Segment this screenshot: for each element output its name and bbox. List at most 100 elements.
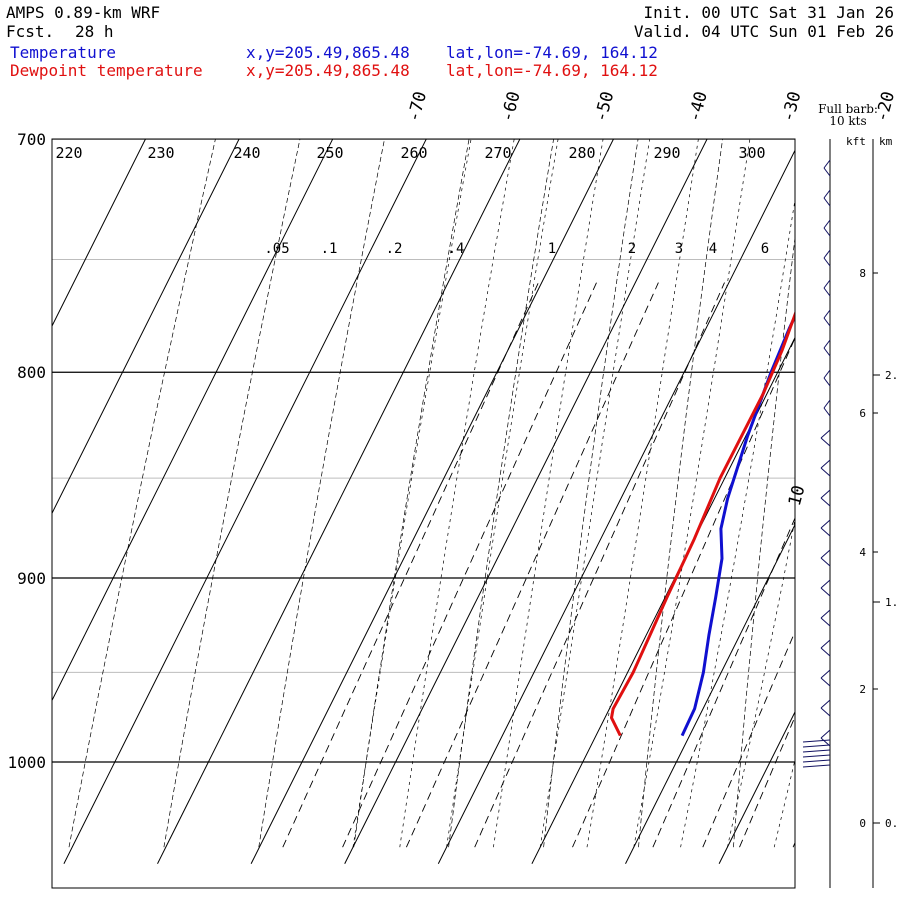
wind-barb — [820, 557, 831, 567]
isotherm — [52, 139, 240, 515]
moist-adiabat — [493, 139, 604, 848]
mixing-ratio-line — [282, 282, 539, 848]
moist-adiabat — [821, 0, 900, 847]
wind-barb — [820, 489, 831, 499]
mixing-ratio-line — [792, 841, 795, 848]
init-time: Init. 00 UTC Sat 31 Jan 26 — [643, 3, 894, 22]
wind-barb — [823, 317, 831, 327]
barb-legend-line1: Full barb: — [818, 102, 878, 116]
temperature-tick-label: -50 — [591, 89, 618, 124]
temperature-tick-label: -20 — [872, 89, 899, 124]
wind-barb — [820, 579, 831, 589]
forecast-label: Fcst. — [6, 22, 55, 41]
isotherm — [52, 139, 147, 328]
dry-adiabat — [163, 139, 301, 848]
wind-barb — [802, 739, 831, 743]
height-km-label: 1. — [885, 596, 898, 609]
wind-barb — [802, 759, 831, 763]
wind-barb — [823, 347, 831, 357]
mixing-ratio-label: .2 — [386, 241, 403, 257]
dry-adiabat — [638, 139, 723, 848]
wind-barb — [823, 249, 831, 259]
wind-barb — [820, 617, 831, 627]
wind-barb — [823, 407, 831, 417]
mixing-ratio-label: .4 — [448, 241, 465, 257]
mixing-ratio-label: 1 — [548, 241, 556, 257]
dry-adiabat — [258, 139, 385, 848]
wind-barb — [820, 729, 831, 739]
height-kft-label: 0 — [859, 817, 866, 830]
theta-label: 250 — [316, 144, 343, 162]
wind-barb — [820, 459, 831, 469]
theta-label: 260 — [400, 144, 427, 162]
wind-barb — [802, 764, 831, 768]
theta-label: 270 — [484, 144, 511, 162]
height-kft-label: 8 — [859, 267, 866, 280]
mixing-ratio-line — [474, 282, 725, 848]
height-km-label: 0. — [885, 817, 898, 830]
theta-label: 230 — [147, 144, 174, 162]
theta-label: 290 — [653, 144, 680, 162]
forecast-hour: 28 h — [75, 22, 114, 41]
height-axis-kft-label: kft — [846, 135, 866, 148]
wind-barb — [820, 677, 831, 687]
moist-adiabat — [773, 758, 795, 848]
isotherm — [52, 139, 53, 140]
wind-barb — [820, 549, 831, 559]
legend-dewpoint-name: Dewpoint temperature — [10, 61, 203, 80]
wind-barb — [820, 497, 831, 507]
pressure-tick-label: 800 — [17, 363, 46, 382]
wind-barb — [820, 467, 831, 477]
wind-barb — [820, 527, 831, 537]
legend-dewpoint-latlon: lat,lon=-74.69, 164.12 — [446, 61, 658, 80]
wind-barb — [823, 399, 831, 409]
theta-label: 300 — [738, 144, 765, 162]
wind-barb — [820, 587, 831, 597]
wind-barb — [823, 257, 831, 267]
isotherm — [157, 139, 521, 865]
pressure-tick-label: 700 — [17, 130, 46, 149]
mixing-ratio-label: .1 — [321, 241, 338, 257]
height-kft-label: 4 — [859, 546, 866, 559]
wind-barb — [820, 707, 831, 717]
valid-time: Valid. 04 UTC Sun 01 Feb 26 — [633, 22, 894, 41]
wind-barb — [823, 219, 831, 229]
dry-adiabat — [828, 0, 900, 847]
isotherm — [63, 139, 427, 865]
height-kft-label: 6 — [859, 407, 866, 420]
legend-temperature-latlon: lat,lon=-74.69, 164.12 — [446, 43, 658, 62]
wind-barb — [823, 339, 831, 349]
height-kft-label: 2 — [859, 683, 866, 696]
isotherm — [52, 139, 334, 702]
wind-barb — [820, 437, 831, 447]
moist-adiabat — [446, 139, 559, 848]
wind-barb — [823, 377, 831, 387]
wind-barb — [802, 754, 831, 758]
wind-barb — [820, 699, 831, 709]
wind-barb — [823, 159, 831, 169]
wind-barb — [823, 189, 831, 199]
mixing-ratio-label: 3 — [675, 241, 683, 257]
dry-adiabat — [353, 139, 470, 848]
wind-barb — [823, 167, 831, 177]
legend-dewpoint-xy: x,y=205.49,865.48 — [246, 61, 410, 80]
wind-barb — [820, 609, 831, 619]
theta-label: 220 — [55, 144, 82, 162]
wind-barb — [823, 279, 831, 289]
moist-adiabat — [633, 139, 751, 848]
wind-barb — [820, 429, 831, 439]
mixing-ratio-label: .05 — [264, 241, 289, 257]
mixing-ratio-label: 2 — [628, 241, 636, 257]
dry-adiabat — [68, 139, 216, 848]
temperature-tick-label: 10 — [785, 483, 810, 508]
isotherm — [344, 139, 708, 865]
mixing-ratio-line — [405, 282, 659, 848]
wind-barb — [823, 309, 831, 319]
wind-barb — [820, 519, 831, 529]
theta-label: 280 — [568, 144, 595, 162]
moist-adiabat — [539, 139, 651, 848]
moist-adiabat — [586, 139, 699, 848]
dewpoint-profile — [610, 310, 795, 737]
mixing-ratio-line — [572, 336, 795, 848]
temperature-tick-label: -60 — [497, 89, 524, 124]
